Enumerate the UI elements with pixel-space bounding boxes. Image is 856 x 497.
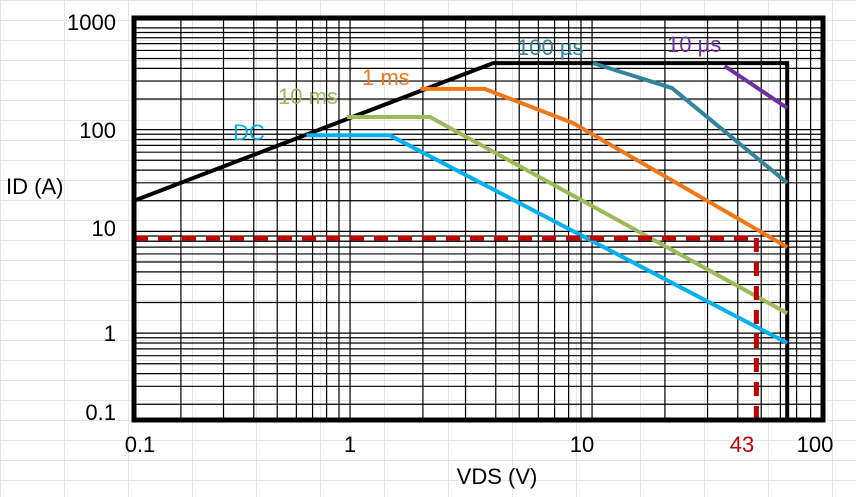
y-tick-label: 10 <box>92 216 116 241</box>
tick-labels: 0.1 1 10 100 1000 100 10 1 0.1 <box>67 10 833 457</box>
x-axis-label: VDS (V) <box>457 464 538 489</box>
series-line-dc <box>306 133 789 345</box>
x-tick-label: 0.1 <box>125 432 156 457</box>
series-line-10-ms <box>346 115 789 315</box>
series-label-100-us: 100 µs <box>517 35 584 60</box>
y-tick-label: 1000 <box>67 10 116 35</box>
x-tick-label: 1 <box>344 432 356 457</box>
series-label-10-ms: 10 ms <box>278 84 338 109</box>
y-axis-label: ID (A) <box>6 174 63 199</box>
plot-frame <box>131 15 826 423</box>
series-label-1-ms: 1 ms <box>362 65 410 90</box>
series-line-1-ms <box>420 86 789 249</box>
operating-voltage-label: 43 <box>730 432 754 457</box>
y-tick-label: 1 <box>104 321 116 346</box>
series-line-10-us <box>723 64 789 110</box>
soa-boundary-line <box>133 61 790 420</box>
series-line-100-us <box>592 61 789 185</box>
y-tick-label: 100 <box>79 118 116 143</box>
y-tick-label: 0.1 <box>85 400 116 425</box>
series-label-10-us: 10 µs <box>667 32 721 57</box>
x-tick-label: 100 <box>797 432 834 457</box>
series-lines: DC 10 ms 1 ms 100 µs 10 µs <box>133 32 790 428</box>
x-tick-label: 10 <box>570 432 594 457</box>
series-label-dc: DC <box>233 120 265 145</box>
grid <box>134 18 824 420</box>
